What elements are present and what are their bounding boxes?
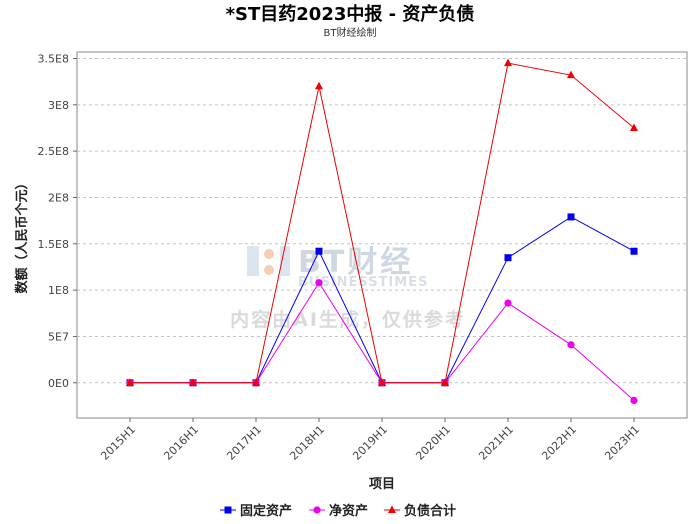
- x-tick-label: 2017H1: [224, 423, 264, 463]
- legend-item: 负债合计: [384, 503, 456, 519]
- watermark-logo-icon: [247, 246, 290, 276]
- plot-area: [76, 51, 688, 419]
- chart-subtitle: BT财经绘制: [324, 26, 377, 39]
- y-tick-label: 1E8: [48, 284, 69, 297]
- y-tick-label: 3E8: [48, 99, 69, 112]
- x-tick-label: 2020H1: [413, 423, 453, 463]
- series-layer: [126, 58, 638, 404]
- x-tick-label: 2021H1: [476, 423, 516, 463]
- data-point-triangle: [630, 123, 638, 131]
- data-point-square: [630, 247, 638, 255]
- data-point-square: [504, 254, 512, 262]
- legend-item: 净资产: [309, 503, 368, 519]
- data-point-circle: [504, 299, 512, 307]
- data-point-triangle: [441, 378, 449, 386]
- data-point-triangle: [252, 378, 260, 386]
- data-point-square: [567, 213, 575, 221]
- data-point-square: [315, 247, 323, 255]
- data-point-triangle: [378, 378, 386, 386]
- y-tick-label: 2.5E8: [38, 145, 69, 158]
- legend-label: 固定资产: [240, 503, 292, 519]
- y-tick-label: 2E8: [48, 191, 69, 204]
- legend: 固定资产 净资产 负债合计: [220, 503, 456, 519]
- x-axis-label: 项目: [369, 477, 395, 492]
- x-tick-label: 2018H1: [287, 423, 327, 463]
- y-tick-label: 5E7: [48, 330, 69, 343]
- x-tick-label: 2016H1: [161, 423, 201, 463]
- y-axis-label: 数额（人民币个元）: [14, 176, 30, 293]
- x-tick-label: 2015H1: [98, 423, 138, 463]
- y-axis-ticks: 0E0 5E7 1E8 1.5E8 2E8 2.5E8 3E8 3.5E8: [38, 52, 77, 390]
- legend-label: 负债合计: [404, 503, 456, 519]
- data-point-triangle: [567, 70, 575, 79]
- data-point-circle: [630, 396, 638, 404]
- data-point-circle: [315, 279, 323, 287]
- data-point-circle: [567, 341, 575, 349]
- legend-label: 净资产: [329, 503, 368, 519]
- y-tick-label: 0E0: [48, 377, 69, 390]
- data-point-triangle: [315, 81, 323, 90]
- x-tick-label: 2022H1: [539, 423, 579, 463]
- watermark-brand-en: BUSINESSTIMES: [298, 275, 428, 290]
- x-axis-ticks: 2015H1 2016H1 2017H1 2018H1 2019H1 2020H1 2021…: [98, 418, 642, 463]
- x-tick-label: 2023H1: [602, 423, 642, 463]
- y-tick-label: 1.5E8: [38, 238, 69, 251]
- chart-title: *ST目药2023中报 - 资产负债: [226, 3, 475, 25]
- data-point-triangle: [388, 505, 396, 513]
- data-point-triangle: [189, 378, 197, 386]
- y-tick-label: 3.5E8: [38, 52, 69, 65]
- data-point-square: [224, 506, 232, 514]
- legend-item: 固定资产: [220, 503, 292, 519]
- data-point-triangle: [504, 58, 512, 67]
- data-point-triangle: [126, 378, 134, 386]
- series-triangle: [126, 58, 638, 386]
- data-point-circle: [313, 506, 321, 514]
- x-tick-label: 2019H1: [350, 423, 390, 463]
